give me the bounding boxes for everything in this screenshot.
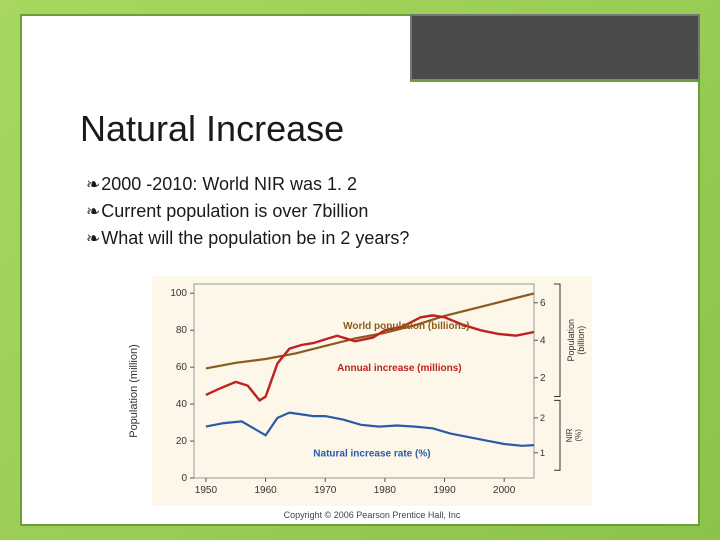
svg-text:Natural increase rate (%): Natural increase rate (%)	[313, 448, 430, 459]
chart-container: 0 20 40 60 80 100 1950 1960 1970 1980 1990 2000 2 4 6 P…	[152, 276, 592, 506]
bullet-glyph-icon: ❧	[86, 228, 97, 251]
svg-text:1950: 1950	[195, 485, 218, 496]
bullet-list: ❧ 2000 -2010: World NIR was 1. 2 ❧ Curre…	[86, 172, 658, 251]
bullet-item: ❧ What will the population be in 2 years…	[86, 226, 658, 251]
bullet-text: Current population is over 7billion	[101, 199, 368, 223]
bullet-glyph-icon: ❧	[86, 201, 97, 224]
svg-text:60: 60	[176, 362, 188, 373]
svg-text:2: 2	[540, 413, 545, 423]
svg-text:1980: 1980	[374, 485, 397, 496]
svg-text:20: 20	[176, 436, 188, 447]
svg-text:6: 6	[540, 298, 546, 309]
slide-title: Natural Increase	[80, 108, 658, 150]
bullet-text: What will the population be in 2 years?	[101, 226, 409, 250]
chart-svg: 0 20 40 60 80 100 1950 1960 1970 1980 1990 2000 2 4 6 P…	[152, 276, 592, 506]
svg-text:(billion): (billion)	[576, 326, 586, 355]
svg-text:100: 100	[170, 288, 187, 299]
svg-text:1960: 1960	[254, 485, 277, 496]
header-accent-box	[410, 14, 700, 82]
svg-text:1: 1	[540, 448, 545, 458]
svg-text:NIR: NIR	[565, 428, 574, 442]
svg-text:80: 80	[176, 325, 188, 336]
y-left-axis-label: Population (million)	[128, 344, 140, 438]
svg-text:4: 4	[540, 335, 546, 346]
svg-text:(%): (%)	[574, 429, 583, 442]
svg-text:1990: 1990	[433, 485, 456, 496]
svg-text:World population (billions): World population (billions)	[343, 321, 469, 332]
svg-text:Population: Population	[566, 319, 576, 362]
chart-copyright: Copyright © 2006 Pearson Prentice Hall, …	[284, 510, 461, 520]
svg-text:1970: 1970	[314, 485, 337, 496]
svg-text:2000: 2000	[493, 485, 516, 496]
svg-text:2: 2	[540, 373, 546, 384]
content-area: Natural Increase ❧ 2000 -2010: World NIR…	[80, 108, 658, 253]
bullet-item: ❧ Current population is over 7billion	[86, 199, 658, 224]
bullet-glyph-icon: ❧	[86, 174, 97, 197]
svg-text:Annual increase (millions): Annual increase (millions)	[337, 363, 461, 374]
bullet-item: ❧ 2000 -2010: World NIR was 1. 2	[86, 172, 658, 197]
slide-frame: Natural Increase ❧ 2000 -2010: World NIR…	[20, 14, 700, 526]
svg-text:40: 40	[176, 399, 188, 410]
bullet-text: 2000 -2010: World NIR was 1. 2	[101, 172, 357, 196]
svg-text:0: 0	[181, 473, 187, 484]
